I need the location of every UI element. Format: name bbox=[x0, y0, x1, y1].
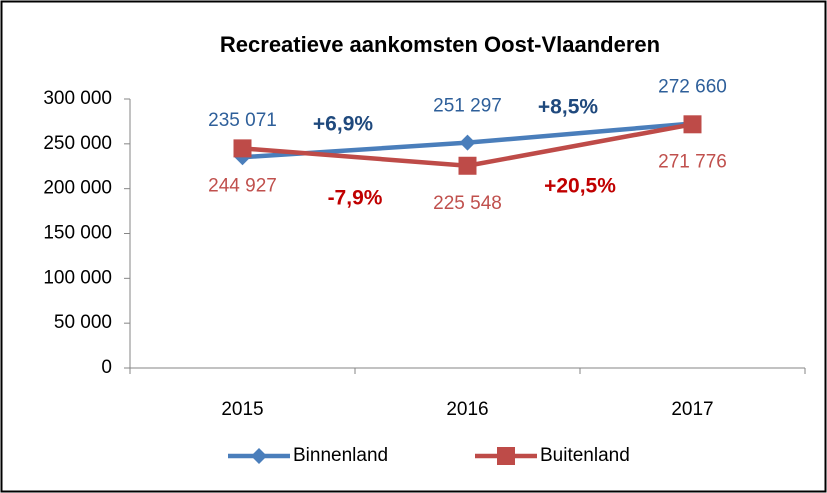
x-tick-label: 2015 bbox=[221, 399, 263, 420]
y-tick-label: 100 000 bbox=[43, 267, 112, 288]
y-tick-label: 0 bbox=[101, 357, 112, 378]
y-tick-label: 300 000 bbox=[43, 88, 112, 109]
legend-marker bbox=[497, 447, 515, 465]
point bbox=[459, 134, 476, 151]
chart-title: Recreatieve aankomsten Oost-Vlaanderen bbox=[220, 32, 660, 57]
y-tick-label: 200 000 bbox=[43, 178, 112, 199]
value-label: 251 297 bbox=[433, 96, 502, 117]
point bbox=[683, 115, 702, 134]
y-tick-label: 50 000 bbox=[54, 312, 112, 333]
y-tick-label: 250 000 bbox=[43, 133, 112, 154]
value-label: 225 548 bbox=[433, 193, 502, 214]
value-label: 271 776 bbox=[658, 151, 727, 172]
legend-label: Buitenland bbox=[540, 445, 630, 466]
point bbox=[233, 139, 252, 158]
change-label: -7,9% bbox=[328, 187, 383, 210]
legend-marker bbox=[251, 448, 267, 464]
x-tick-label: 2016 bbox=[446, 399, 488, 420]
change-label: +6,9% bbox=[313, 112, 373, 135]
change-label: +20,5% bbox=[544, 175, 616, 198]
change-label: +8,5% bbox=[538, 96, 598, 119]
point bbox=[458, 156, 477, 175]
legend-label: Binnenland bbox=[293, 445, 388, 466]
value-label: 235 071 bbox=[208, 110, 277, 131]
value-label: 272 660 bbox=[658, 77, 727, 98]
y-tick-label: 150 000 bbox=[43, 223, 112, 244]
value-label: 244 927 bbox=[208, 175, 277, 196]
x-tick-label: 2017 bbox=[671, 399, 713, 420]
